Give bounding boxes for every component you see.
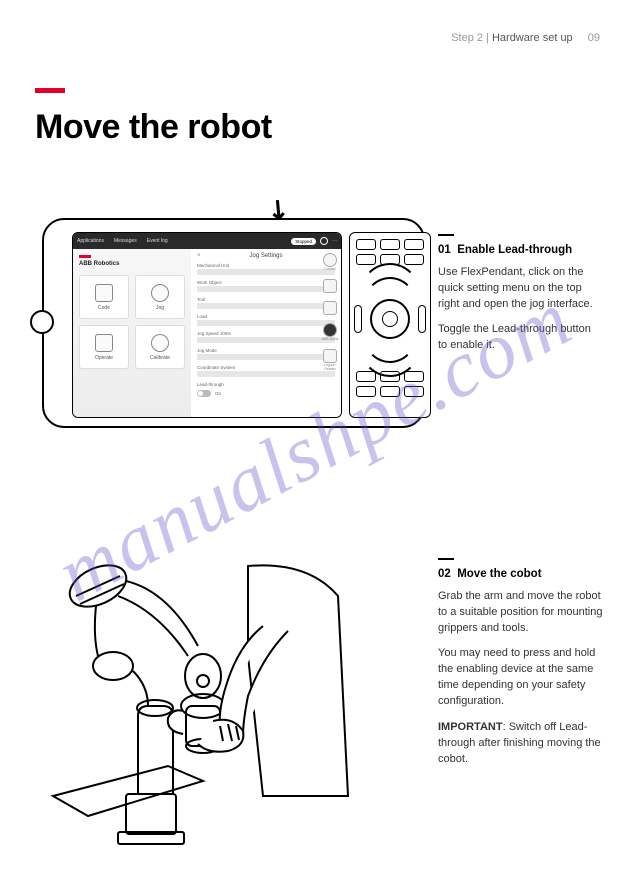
tile-label: Code [98, 305, 110, 311]
step-name: Move the cobot [457, 568, 541, 580]
screen-home-panel: ABB Robotics Code Jog Operate [73, 249, 191, 417]
hw-button[interactable] [404, 254, 424, 265]
side-icon-column: Control ABB Ability Logout / Restart [321, 253, 339, 371]
side-icon[interactable] [323, 279, 337, 293]
jog-row-label: Load [197, 314, 335, 319]
hw-button[interactable] [356, 254, 376, 265]
jog-title-text: Jog Settings [249, 253, 282, 259]
hw-button[interactable] [404, 386, 424, 397]
screen-main: ABB Robotics Code Jog Operate [73, 249, 341, 417]
lead-through-label: Lead-through [197, 382, 335, 387]
step-label: Step 2 | [451, 32, 489, 44]
instruction-block-1: 01 Enable Lead-through Use FlexPendant, … [438, 234, 603, 364]
tile-jog[interactable]: Jog [135, 275, 185, 319]
topbar-messages[interactable]: Messages [114, 238, 137, 244]
jog-panel-title: × Jog Settings [197, 253, 335, 259]
tile-label: Jog [156, 305, 164, 311]
screen-topbar: Applications Messages Event log Stopped … [73, 233, 341, 249]
jog-row-value[interactable] [197, 303, 335, 309]
pendant-body: Applications Messages Event log Stopped … [42, 218, 425, 428]
page-header: Step 2 | Hardware set up 09 [451, 32, 600, 44]
step-para: Toggle the Lead-through button to enable… [438, 322, 603, 354]
tile-calibrate[interactable]: Calibrate [135, 325, 185, 369]
joystick[interactable] [356, 275, 424, 365]
divider [438, 558, 454, 560]
topbar-applications[interactable]: Applications [77, 238, 104, 244]
important-label: IMPORTANT [438, 721, 503, 733]
close-icon[interactable]: × [197, 253, 201, 259]
lead-through-toggle[interactable] [197, 390, 211, 397]
step-para: You may need to press and hold the enabl… [438, 646, 603, 710]
code-icon [95, 284, 113, 302]
section-label: Hardware set up [492, 32, 573, 44]
tile-label: Operate [95, 355, 113, 361]
hw-button[interactable] [404, 239, 424, 250]
instruction-block-2: 02 Move the cobot Grab the arm and move … [438, 558, 603, 778]
hw-button[interactable] [356, 386, 376, 397]
step-important: IMPORTANT: Switch off Lead-through after… [438, 720, 603, 768]
jog-row-value[interactable] [197, 320, 335, 326]
step-para: Grab the arm and move the robot to a sui… [438, 589, 603, 637]
jog-row-value[interactable] [197, 354, 335, 360]
jog-row-label: Jog Speed 100% [197, 331, 335, 336]
accent-bar [35, 88, 65, 93]
cobot-illustration [48, 536, 378, 856]
jog-row-value[interactable] [197, 371, 335, 377]
jog-row-value[interactable] [197, 286, 335, 292]
jog-row-label: Work Object [197, 280, 335, 285]
hw-button[interactable] [380, 239, 400, 250]
step-name: Enable Lead-through [457, 244, 572, 256]
tile-operate[interactable]: Operate [79, 325, 129, 369]
brand-label: ABB Robotics [79, 261, 185, 267]
tile-code[interactable]: Code [79, 275, 129, 319]
step-num: 02 [438, 568, 451, 580]
pendant-knob [30, 310, 54, 334]
abb-ability-icon[interactable] [323, 323, 337, 337]
jog-row-value[interactable] [197, 269, 335, 275]
step-para: Use FlexPendant, click on the quick sett… [438, 265, 603, 313]
jog-row-label: Mechanical Unit [197, 263, 335, 268]
flexpendant-illustration: Applications Messages Event log Stopped … [30, 218, 425, 428]
divider [438, 234, 454, 236]
jog-icon [151, 284, 169, 302]
hw-button[interactable] [356, 239, 376, 250]
brand-tick [79, 255, 91, 258]
hw-button[interactable] [380, 386, 400, 397]
control-pad [349, 232, 431, 418]
tile-label: Calibrate [150, 355, 170, 361]
lead-through-state: On [215, 391, 221, 396]
quicksettings-icon[interactable] [320, 237, 328, 245]
topbar-right: Stopped ⋯ [291, 237, 337, 245]
step-num: 01 [438, 244, 451, 256]
jog-settings-panel: × Jog Settings Mechanical Unit Work Obje… [191, 249, 341, 417]
page-title: Move the robot [35, 108, 272, 147]
hw-button[interactable] [404, 371, 424, 382]
step-title: 02 Move the cobot [438, 566, 603, 583]
operate-icon [95, 334, 113, 352]
tile-grid: Code Jog Operate Calibrate [79, 275, 185, 369]
jog-row-label: Jog Mode [197, 348, 335, 353]
pendant-screen: Applications Messages Event log Stopped … [72, 232, 342, 418]
hw-button[interactable] [356, 371, 376, 382]
side-icon[interactable] [323, 301, 337, 315]
jog-row-label: Coordinate System [197, 365, 335, 370]
page-number: 09 [588, 32, 600, 44]
more-icon[interactable]: ⋯ [332, 238, 337, 244]
topbar-eventlog[interactable]: Event log [147, 238, 168, 244]
jog-row-label: Tool [197, 297, 335, 302]
logout-icon[interactable] [323, 349, 337, 363]
calibrate-icon [151, 334, 169, 352]
control-icon[interactable] [323, 253, 337, 267]
status-pill: Stopped [291, 238, 316, 245]
jog-row-value[interactable] [197, 337, 335, 343]
step-title: 01 Enable Lead-through [438, 242, 603, 259]
